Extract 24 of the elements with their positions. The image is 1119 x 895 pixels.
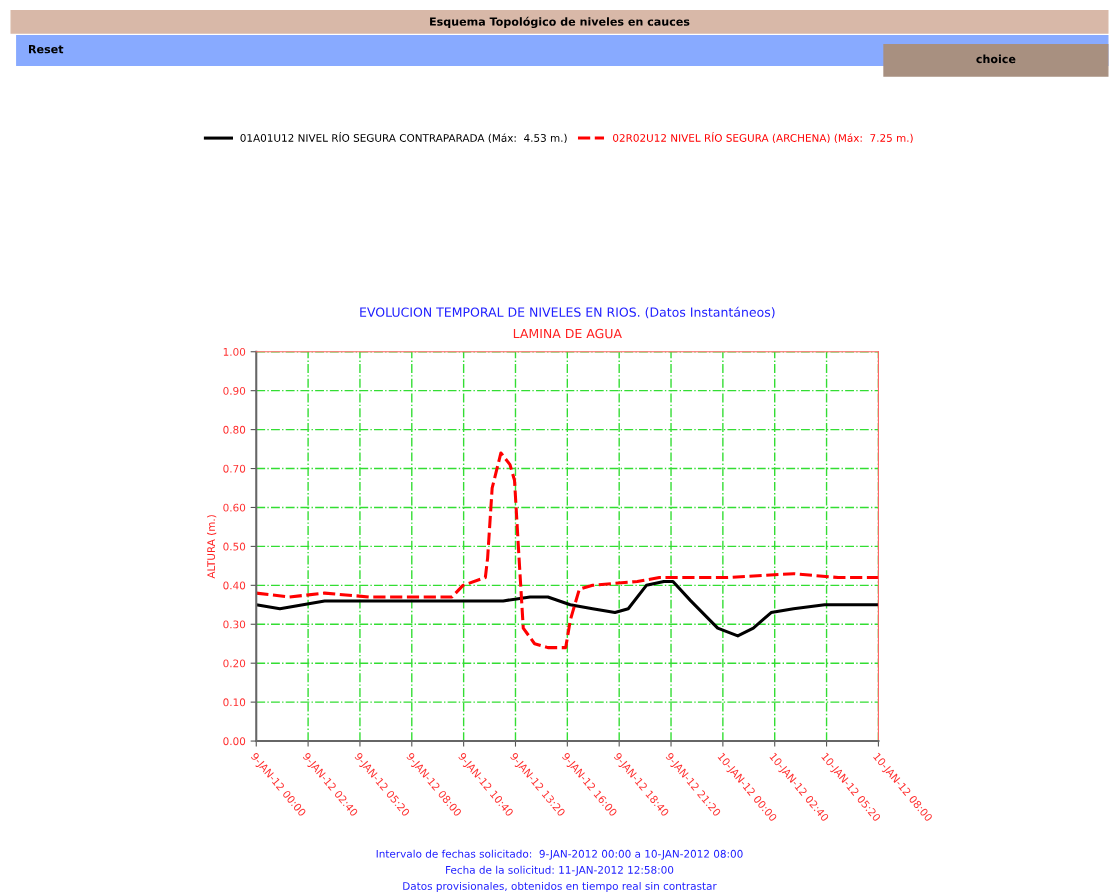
text: Datos provisionales, obtenidos en tiempo real sin contrastar xyxy=(403,881,717,892)
text: Fecha de la solicitud: 11-JAN-2012 12:58:00 xyxy=(446,865,674,876)
y-tick-label: 0.20 xyxy=(223,659,246,668)
text: choice xyxy=(976,54,1016,64)
line-series xyxy=(256,579,879,638)
y-axis-title: ALTURA (m.) xyxy=(207,515,217,579)
y-tick-label: 0.40 xyxy=(223,581,246,590)
text: Reset xyxy=(29,45,64,54)
legend-label: 02R02U12 NIVEL RÍO SEGURA (ARCHENA) (Máx: 7.25 m.) xyxy=(613,132,913,144)
y-tick-label: 0.90 xyxy=(223,386,246,395)
y-tick-label: 0.30 xyxy=(223,620,246,629)
text: Esquema Topológico de niveles en cauces xyxy=(430,16,690,29)
y-tick-label: 0.70 xyxy=(223,464,246,473)
y-tick-label: 0.80 xyxy=(223,425,246,434)
chart-title: EVOLUCION TEMPORAL DE NIVELES EN RIOS. (Datos Instantáneos) xyxy=(360,306,775,319)
y-tick-label: 0.10 xyxy=(223,698,246,707)
text: Intervalo de fechas solicitado: 9-JAN-2012 00:00 a 10-JAN-2012 08:00 xyxy=(376,849,743,860)
chart-subtitle: LAMINA DE AGUA xyxy=(513,328,622,339)
y-tick-label: 0.60 xyxy=(223,503,246,512)
y-tick-label: 0.50 xyxy=(223,542,246,551)
y-tick-label: 1.00 xyxy=(223,347,246,356)
legend-label: 01A01U12 NIVEL RÍO SEGURA CONTRAPARADA (Máx: 4.53 m.) xyxy=(240,132,567,144)
y-tick-label: 0.00 xyxy=(223,737,246,746)
line-series xyxy=(256,451,879,650)
